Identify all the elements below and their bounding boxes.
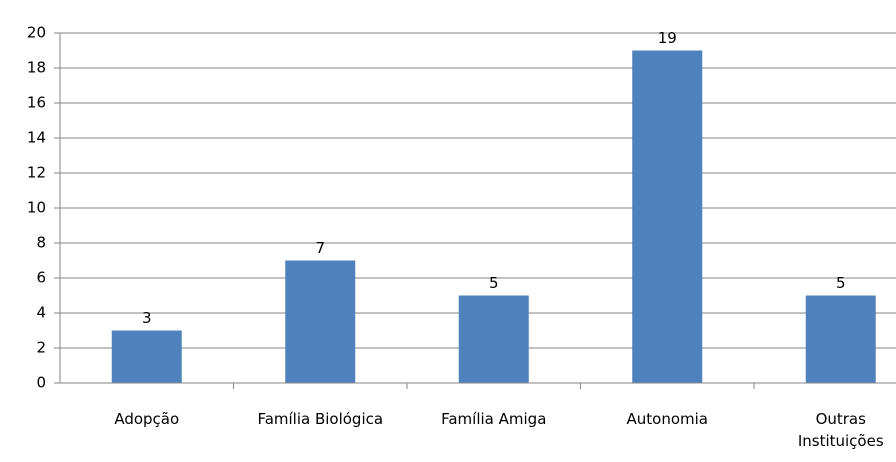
bar [285, 260, 356, 383]
x-tick-label: Adopção [114, 410, 180, 428]
data-label: 5 [836, 274, 846, 292]
y-tick-label: 10 [27, 199, 46, 217]
y-tick-label: 0 [36, 374, 46, 392]
bar [458, 295, 529, 383]
bar [632, 50, 703, 383]
y-tick-label: 6 [36, 269, 46, 287]
data-label: 19 [658, 29, 677, 47]
bar [111, 330, 182, 383]
x-tick-label: Outras Instituições [797, 410, 884, 450]
x-tick-label: Autonomia [626, 410, 708, 428]
y-tick-label: 4 [36, 304, 46, 322]
data-label: 5 [489, 274, 499, 292]
y-tick-label: 8 [36, 234, 46, 252]
x-tick-label: Família Biológica [257, 410, 384, 428]
data-label: 3 [142, 309, 152, 327]
y-tick-label: 18 [27, 59, 46, 77]
data-label: 7 [315, 239, 325, 257]
y-tick-label: 12 [27, 164, 46, 182]
y-tick-label: 14 [27, 129, 46, 147]
y-tick-label: 20 [27, 24, 46, 42]
bar [805, 295, 876, 383]
y-tick-label: 16 [27, 94, 46, 112]
x-tick-label: Família Amiga [441, 410, 547, 428]
y-tick-label: 2 [36, 339, 46, 357]
